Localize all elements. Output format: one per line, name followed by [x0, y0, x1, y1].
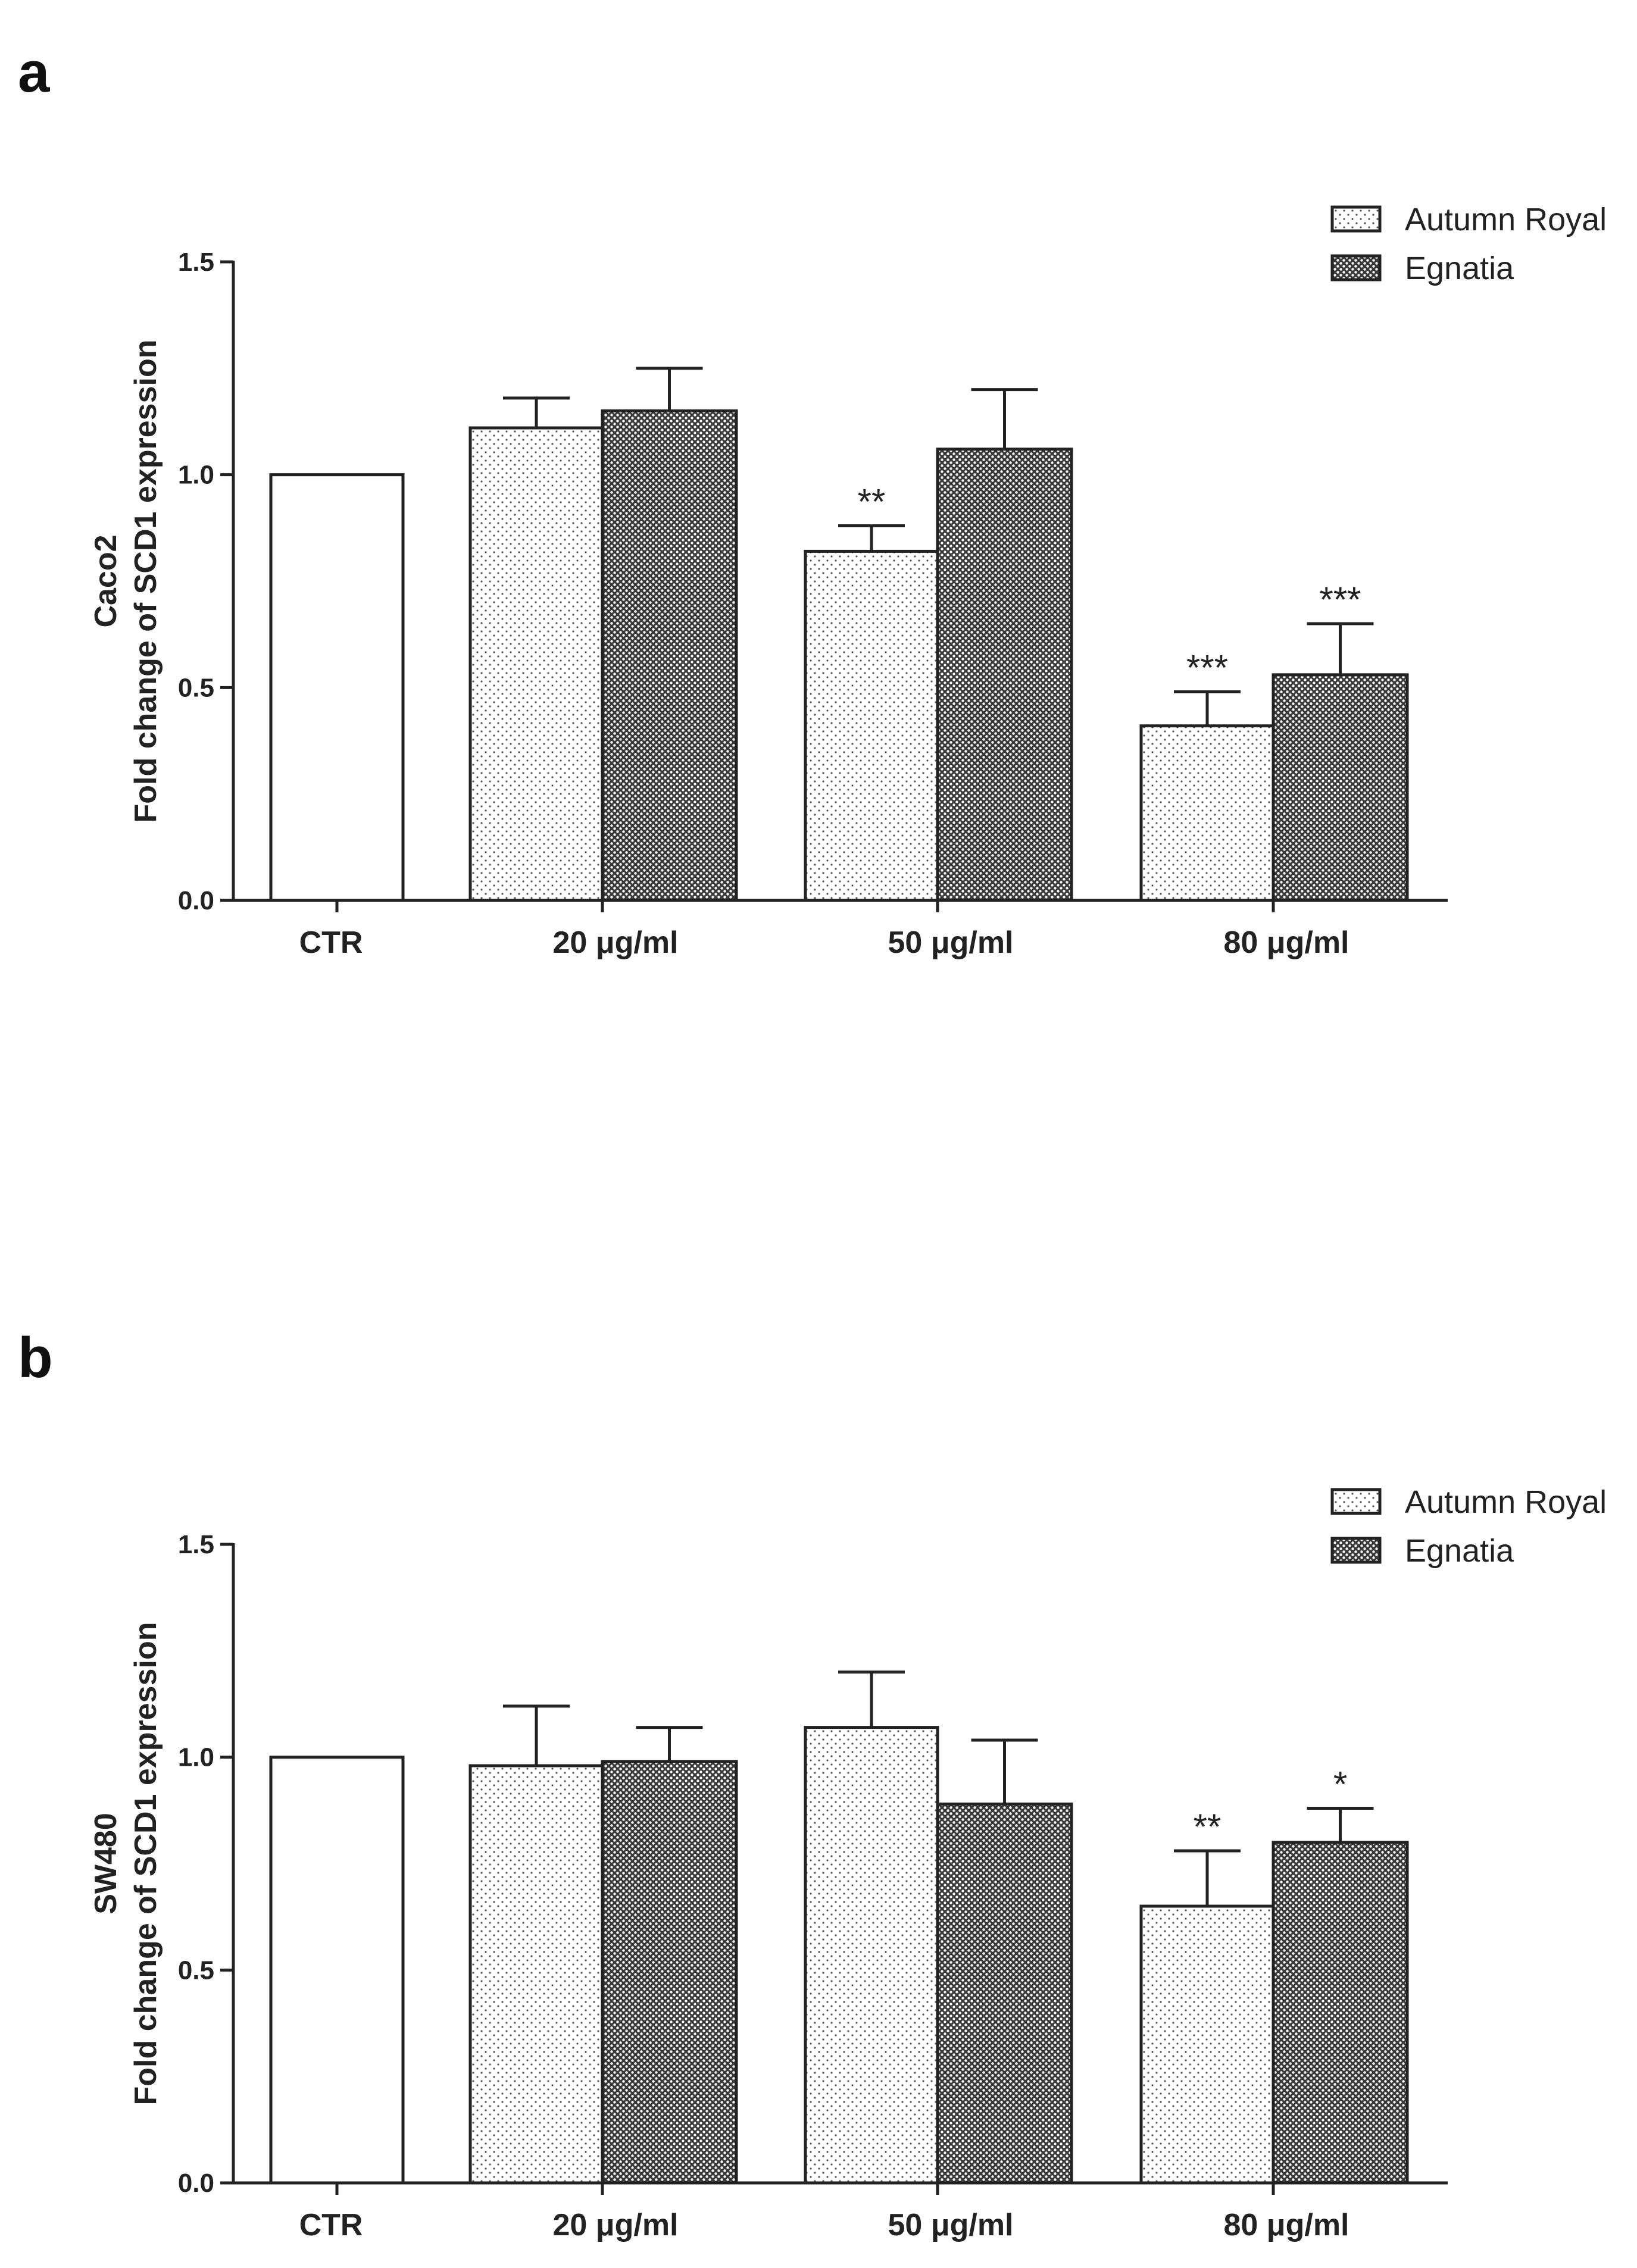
- x-category-label: 80 μg/ml: [1224, 2208, 1349, 2242]
- bar-egnatia: [601, 1760, 738, 2185]
- legend-swatch-autumn-royal: [1330, 205, 1382, 233]
- bar-autumn-royal: [468, 426, 604, 902]
- y-tick-label: 0.0: [178, 886, 214, 915]
- legend-swatch-egnatia: [1330, 1537, 1382, 1564]
- bar-control: [269, 473, 405, 902]
- y-axis-label-line2: Fold change of SCD1 expression: [129, 340, 163, 823]
- significance-mark: ***: [1319, 580, 1361, 620]
- x-category-label: 50 μg/ml: [888, 2208, 1014, 2242]
- legend-label: Egnatia: [1405, 1533, 1514, 1569]
- panel-letter: a: [18, 40, 50, 104]
- panel-b-chart: b 0.0 0.5 1.0 1.5 SW480 Fold change of SCD1 ex…: [18, 1326, 1607, 2242]
- bar-autumn-royal: [804, 1726, 939, 2185]
- x-category-label: 20 μg/ml: [553, 2208, 679, 2242]
- x-category-label: 50 μg/ml: [888, 925, 1014, 960]
- y-tick-label: 1.0: [178, 461, 214, 490]
- bar-autumn-royal: [1139, 724, 1275, 902]
- bar-autumn-royal: [1139, 1904, 1275, 2185]
- y-axis-label-line1: Caco2: [89, 534, 123, 627]
- significance-mark: *: [1333, 1765, 1347, 1804]
- bar-autumn-royal: [468, 1764, 604, 2185]
- legend-swatch-egnatia: [1330, 254, 1382, 281]
- y-axis-label-line1: SW480: [89, 1813, 123, 1914]
- legend-label: Autumn Royal: [1405, 1484, 1607, 1520]
- y-tick-label: 0.0: [178, 2169, 214, 2198]
- panel-letter: b: [18, 1326, 53, 1390]
- panel-a-chart: a 0.0 0.5 1.0 1.5 Caco2 Fold change of SCD1 ex…: [18, 40, 1607, 960]
- significance-mark: **: [1194, 1807, 1221, 1847]
- bar-egnatia: [601, 409, 738, 902]
- bar-autumn-royal: [804, 549, 939, 902]
- significance-mark: **: [858, 482, 886, 522]
- bar-egnatia: [936, 1802, 1073, 2185]
- x-category-label: CTR: [299, 2208, 363, 2242]
- y-tick-label: 1.5: [178, 248, 214, 277]
- x-category-label: CTR: [299, 925, 363, 960]
- bar-egnatia: [1272, 673, 1409, 902]
- legend-swatch-autumn-royal: [1330, 1488, 1382, 1515]
- bar-egnatia: [936, 448, 1073, 902]
- legend-label: Autumn Royal: [1405, 202, 1607, 237]
- bar-egnatia: [1272, 1841, 1409, 2185]
- x-category-label: 20 μg/ml: [553, 925, 679, 960]
- y-tick-label: 0.5: [178, 673, 214, 702]
- bar-control: [269, 1756, 405, 2185]
- legend-label: Egnatia: [1405, 251, 1514, 286]
- y-axis-label-line2: Fold change of SCD1 expression: [129, 1622, 163, 2106]
- y-tick-label: 1.5: [178, 1530, 214, 1559]
- y-tick-label: 1.0: [178, 1743, 214, 1772]
- x-category-label: 80 μg/ml: [1224, 925, 1349, 960]
- significance-mark: ***: [1186, 647, 1228, 687]
- y-tick-label: 0.5: [178, 1956, 214, 1985]
